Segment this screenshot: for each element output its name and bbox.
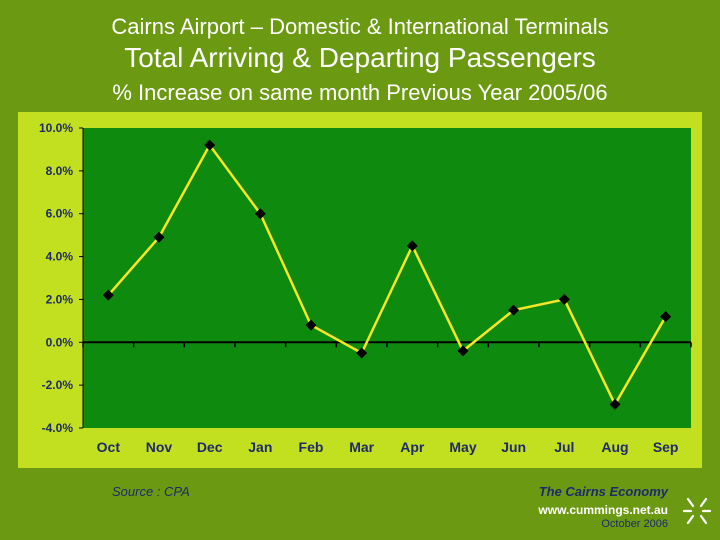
- data-point: [508, 304, 520, 316]
- data-point: [558, 293, 570, 305]
- data-point: [609, 398, 621, 410]
- source-note: Source : CPA: [112, 484, 190, 499]
- y-tick-label: 8.0%: [46, 164, 74, 178]
- publication-date: October 2006: [601, 518, 668, 530]
- line-chart: 10.0% 8.0% 6.0% 4.0% 2.0% 0.0% -2.0% -4.0% Oct No…: [39, 121, 692, 455]
- data-point: [153, 231, 165, 243]
- chart-title: Total Arriving & Departing Passengers: [124, 42, 596, 73]
- data-point: [660, 311, 672, 323]
- series-line: [107, 142, 667, 408]
- x-tick-label: Apr: [400, 439, 425, 455]
- x-tick-label: Jun: [501, 439, 526, 455]
- data-point: [305, 319, 317, 331]
- y-tick-label: -2.0%: [42, 378, 74, 392]
- plot-area: [83, 128, 691, 428]
- data-point: [406, 240, 418, 252]
- x-tick-label: Aug: [601, 439, 628, 455]
- star-burst-logo-icon: [682, 497, 712, 525]
- x-tick-label: Jul: [554, 439, 574, 455]
- data-point: [204, 139, 216, 151]
- y-tick-label: 4.0%: [46, 250, 74, 264]
- x-tick-label: May: [449, 439, 476, 455]
- y-tick-label: 6.0%: [46, 207, 74, 221]
- brand-url[interactable]: www.cummings.net.au: [538, 503, 668, 517]
- slide-title: Cairns Airport – Domestic & Internationa…: [111, 14, 609, 39]
- x-tick-label: Jan: [248, 439, 272, 455]
- data-point: [356, 347, 368, 359]
- x-tick-label: Oct: [97, 439, 121, 455]
- data-point: [102, 289, 114, 301]
- x-tick-label: Sep: [653, 439, 679, 455]
- y-tick-label: 0.0%: [46, 335, 74, 349]
- y-tick-label: 2.0%: [46, 292, 74, 306]
- y-tick-label: 10.0%: [39, 121, 73, 135]
- chart-subtitle: % Increase on same month Previous Year 2…: [112, 80, 608, 105]
- x-tick-label: Mar: [349, 439, 374, 455]
- data-point: [457, 345, 469, 357]
- x-tick-label: Dec: [197, 439, 223, 455]
- brand-name: The Cairns Economy: [538, 484, 668, 499]
- x-tick-label: Feb: [299, 439, 324, 455]
- y-tick-label: -4.0%: [42, 421, 74, 435]
- x-tick-label: Nov: [146, 439, 173, 455]
